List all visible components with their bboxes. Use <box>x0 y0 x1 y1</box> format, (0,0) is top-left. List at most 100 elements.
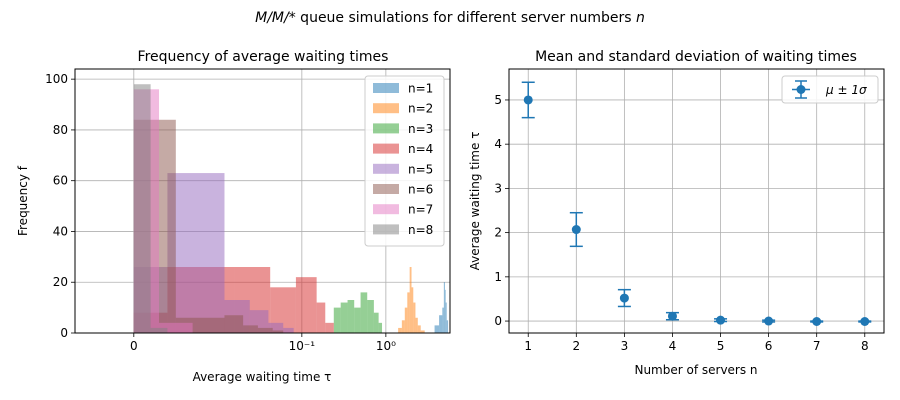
errorbar-legend: μ ± 1σ <box>781 75 879 104</box>
suptitle-variable: n <box>636 10 645 26</box>
errorbar-x-tick-label-6: 7 <box>813 339 821 353</box>
histogram-legend-swatch-n6 <box>373 184 399 194</box>
errorbar-legend-marker <box>796 85 806 94</box>
errorbar-y-tick-label-3: 3 <box>494 181 502 195</box>
histogram-bar-n2-4 <box>409 267 412 333</box>
histogram-y-tick-label-0: 0 <box>60 326 68 340</box>
histogram-legend-swatch-n1 <box>373 83 399 93</box>
histogram-y-ticks: 0 20 40 60 80 100 <box>45 72 75 340</box>
histogram-bar-n1-2 <box>442 307 444 333</box>
errorbar-marks <box>521 81 872 327</box>
histogram-bar-n4-4 <box>295 277 317 333</box>
histogram-bar-n1-3 <box>443 282 445 333</box>
histogram-bar-n2-3 <box>407 292 410 333</box>
histogram-bar-n3-4 <box>360 292 368 333</box>
histogram-y-tick-label-2: 40 <box>53 224 68 238</box>
histogram-y-tick-label-3: 60 <box>53 174 68 188</box>
histogram-bar-n3-6 <box>373 312 379 333</box>
histogram-bar-n4-5 <box>316 302 326 333</box>
histogram-y-tick-label-5: 100 <box>45 72 68 86</box>
histogram-bar-n1-4 <box>444 289 446 333</box>
errorbar-x-tick-label-3: 4 <box>669 339 677 353</box>
errorbar-point-n7 <box>812 317 822 327</box>
histogram-legend-swatch-n2 <box>373 103 399 114</box>
histogram-bar-n3-7 <box>378 322 383 333</box>
errorbar-panel: Mean and standard deviation of waiting t… <box>468 49 885 377</box>
histogram-bars <box>133 84 449 334</box>
histogram-bar-n3-0 <box>333 307 341 333</box>
errorbar-x-tick-label-7: 8 <box>861 339 869 353</box>
histogram-bar-n6-5 <box>272 330 284 333</box>
suptitle-text: queue simulations for different server n… <box>296 10 636 26</box>
histogram-legend-label-n8: n=8 <box>408 223 433 237</box>
errorbar-y-tick-label-5: 5 <box>494 93 502 107</box>
histogram-bar-n2-8 <box>417 325 421 333</box>
histogram-bar-n6-3 <box>243 325 258 333</box>
histogram-bar-n7-1 <box>159 322 193 333</box>
histogram-x-tick-label-2: 10⁰ <box>376 339 396 353</box>
histogram-axes-frame <box>74 68 451 334</box>
errorbar-x-ticks: 1 2 3 4 5 6 7 8 <box>524 333 869 353</box>
histogram-bar-n5-1 <box>167 173 225 333</box>
histogram-y-axis-label: Frequency f <box>16 165 30 236</box>
histogram-bar-n4-6 <box>325 322 334 333</box>
histogram-bar-n6-2 <box>224 315 244 333</box>
errorbar-y-tick-label-0: 0 <box>494 314 502 328</box>
suptitle-math: M/M/* <box>255 10 296 26</box>
errorbar-point-n2 <box>571 225 581 235</box>
errorbar-point-n1 <box>523 95 533 105</box>
histogram-bar-n3-1 <box>340 302 348 333</box>
histogram-legend-label-n5: n=5 <box>408 162 433 176</box>
errorbar-x-tick-label-1: 2 <box>572 339 580 353</box>
histogram-legend-box <box>364 75 445 247</box>
histogram-bar-n1-0 <box>434 325 440 333</box>
histogram-bar-n2-5 <box>411 287 414 333</box>
histogram-bar-n1-1 <box>439 315 443 333</box>
errorbar-title: Mean and standard deviation of waiting t… <box>535 49 857 65</box>
histogram-x-tick-label-1: 10⁻¹ <box>289 339 316 353</box>
histogram-legend-label-n6: n=6 <box>408 183 433 197</box>
errorbar-legend-label: μ ± 1σ <box>825 83 867 97</box>
errorbar-x-tick-label-4: 5 <box>717 339 725 353</box>
histogram-bar-n2-0 <box>398 327 402 333</box>
histogram-legend-swatch-n5 <box>373 163 399 174</box>
errorbar-y-axis-label: Average waiting time τ <box>468 132 482 271</box>
errorbar-x-tick-label-2: 3 <box>621 339 629 353</box>
errorbar-point-n6 <box>764 316 774 326</box>
histogram-bar-n5-4 <box>268 322 284 333</box>
errorbar-point-n5 <box>716 315 726 325</box>
histogram-legend-label-n4: n=4 <box>408 142 433 156</box>
histogram-legend-swatch-n8 <box>373 224 399 235</box>
errorbar-x-tick-label-5: 6 <box>765 339 773 353</box>
histogram-y-tick-label-4: 80 <box>53 123 68 137</box>
histogram-x-ticks: 0 10⁻¹ 10⁰ <box>130 333 396 353</box>
histogram-legend-swatch-n4 <box>373 143 399 154</box>
histogram-legend-swatch-n7 <box>373 204 399 215</box>
histogram-bar-n3-2 <box>347 300 355 333</box>
errorbar-axes-frame <box>508 68 885 334</box>
errorbar-y-tick-label-2: 2 <box>494 226 502 240</box>
histogram-bar-n2-2 <box>404 307 408 333</box>
histogram-bar-n6-4 <box>257 327 273 333</box>
histogram-bar-n2-7 <box>415 317 418 333</box>
histogram-bar-n5-5 <box>283 327 294 333</box>
histogram-x-tick-label-0: 0 <box>130 339 138 353</box>
histogram-panel: Frequency of average waiting times 0 10⁻¹… <box>16 49 451 384</box>
errorbar-point-n4 <box>667 311 677 321</box>
histogram-y-tick-label-1: 20 <box>53 275 68 289</box>
errorbar-y-tick-label-1: 1 <box>494 270 502 284</box>
errorbar-x-tick-label-0: 1 <box>524 339 532 353</box>
histogram-legend-label-n1: n=1 <box>408 82 433 96</box>
errorbar-x-axis-label: Number of servers n <box>634 363 757 377</box>
histogram-bar-n2-9 <box>420 330 425 333</box>
histogram-bar-n1-5 <box>445 302 447 333</box>
histogram-bar-n8-1 <box>150 327 168 333</box>
errorbar-legend-box <box>781 75 879 104</box>
histogram-legend-label-n3: n=3 <box>408 122 433 136</box>
histogram-bar-n3-3 <box>354 307 361 333</box>
histogram-legend-label-n7: n=7 <box>408 203 433 217</box>
errorbar-y-tick-label-4: 4 <box>494 137 502 151</box>
histogram-bar-n8-0 <box>133 84 151 333</box>
figure-suptitle: M/M/* queue simulations for different se… <box>255 10 645 26</box>
